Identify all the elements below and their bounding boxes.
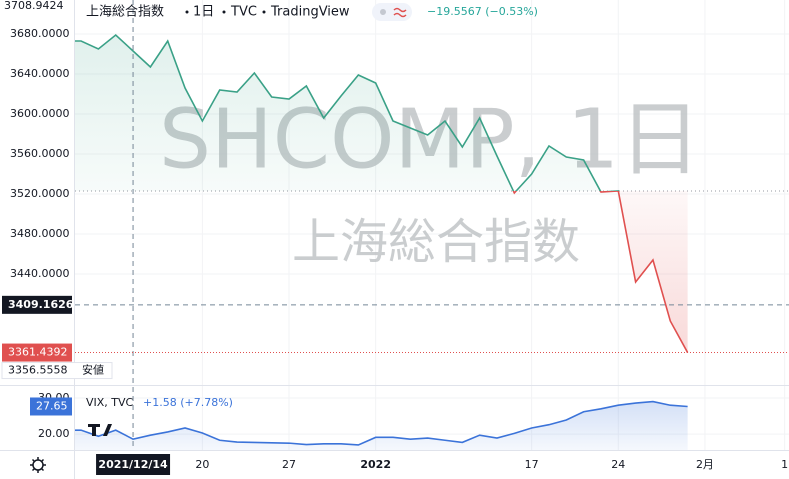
- y-tick-label: 3480.0000: [10, 227, 70, 240]
- y-tick-label: 3640.0000: [10, 67, 70, 80]
- separator-dot: [185, 10, 189, 14]
- y-tick-label: 3440.0000: [10, 267, 70, 280]
- vix-last-box: [30, 397, 72, 416]
- status-icon: [393, 7, 407, 18]
- top-label-box: [0, 0, 74, 13]
- vix-change: +1.58 (+7.78%): [143, 396, 233, 409]
- vix-legend: VIX, TVC: [86, 396, 134, 409]
- low-box: [1, 362, 113, 380]
- status-pill[interactable]: [372, 3, 412, 21]
- price-line: [75, 33, 689, 353]
- last-price-label: 3361.4392: [8, 346, 68, 359]
- low-note: 安値: [82, 363, 104, 377]
- y-tick-label: 20.00: [38, 427, 70, 440]
- x-tick-label: 2022: [360, 458, 391, 471]
- x-tick-label: 2月: [696, 458, 714, 471]
- price-change: −19.5567 (−0.53%): [427, 5, 538, 18]
- baseline-area: [75, 35, 688, 353]
- vix-line: [75, 400, 688, 446]
- publisher: TradingView: [270, 5, 350, 20]
- y-tick-label: 3600.0000: [10, 107, 70, 120]
- crosshair-x-box: [96, 454, 171, 475]
- tv-logo: [88, 424, 112, 436]
- vix-area: [75, 401, 688, 450]
- x-tick-label: 1: [781, 458, 788, 471]
- separator-dot: [222, 10, 226, 14]
- last-price-box: [2, 343, 72, 362]
- symbol-title: 上海総合指数: [86, 5, 164, 20]
- vix-last-label: 27.65: [36, 399, 68, 412]
- settings-icon[interactable]: [30, 457, 46, 473]
- top-label: 3708.9424: [4, 0, 64, 12]
- y-tick-label: 3520.0000: [10, 187, 70, 200]
- x-tick-label: 27: [282, 458, 296, 471]
- watermark-title: 上海総合指数: [292, 214, 580, 270]
- crosshair-y-box: [2, 295, 72, 314]
- separator-dot: [262, 10, 266, 14]
- crosshair-x-label: 2021/12/14: [98, 458, 168, 471]
- x-tick-label: 24: [611, 458, 625, 471]
- x-tick-label: 17: [525, 458, 539, 471]
- source: TVC: [230, 5, 257, 20]
- y-tick-label: 3560.0000: [10, 147, 70, 160]
- crosshair-y-label: 3409.1626: [8, 298, 74, 311]
- low-label: 3356.5558: [8, 364, 68, 377]
- x-tick-label: 20: [195, 458, 209, 471]
- interval: 1日: [193, 5, 214, 20]
- status-dot: [380, 9, 386, 15]
- y-tick-label: 3680.0000: [10, 27, 70, 40]
